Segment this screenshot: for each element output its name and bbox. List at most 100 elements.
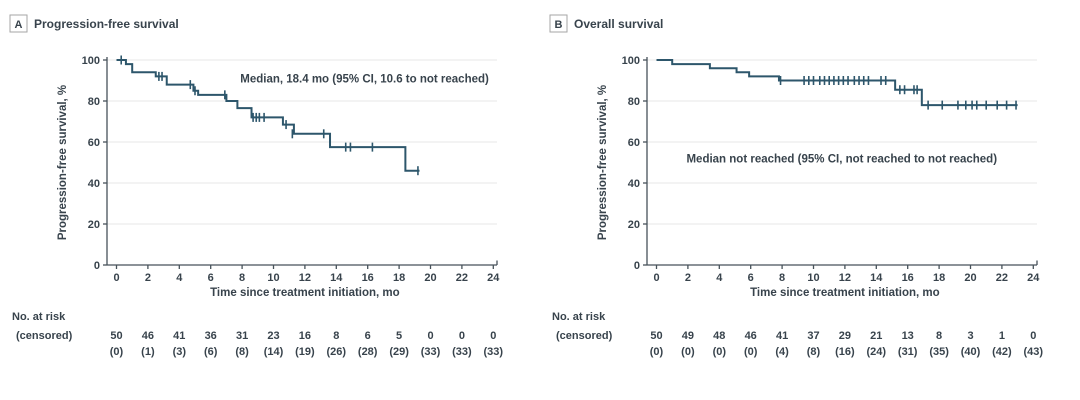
panel-title: Progression-free survival [34,17,179,31]
x-tick-label: 2 [145,272,151,284]
at-risk-value: 16 [299,330,311,342]
axes [103,57,498,269]
censor-marks [120,55,419,176]
censored-value: (28) [358,346,378,358]
y-tick-label: 40 [628,178,640,190]
x-tick-label: 10 [807,272,819,284]
at-risk-value: 6 [365,330,371,342]
gridlines [107,59,497,225]
y-tick-label: 20 [628,219,640,231]
censored-value: (14) [264,346,284,358]
y-tick-label: 0 [634,260,640,272]
panel-label-letter: B [555,19,563,31]
x-tick-label: 6 [748,272,754,284]
at-risk-value: 8 [936,330,942,342]
risk-table: No. at risk(censored) 50(0)46(1)41(3)36(6… [12,311,503,358]
x-tick-label: 0 [653,272,659,284]
y-tick-label: 80 [628,96,640,108]
x-tick-label: 24 [487,272,500,284]
at-risk-value: 41 [776,330,788,342]
censored-value: (33) [484,346,504,358]
censored-value: (0) [713,346,727,358]
x-tick-label: 10 [267,272,279,284]
x-tick-label: 14 [330,272,343,284]
x-tick-label: 12 [299,272,311,284]
x-axis-title: Time since treatment initiation, mo [750,287,940,299]
x-tick-label: 18 [393,272,405,284]
censored-value: (0) [744,346,758,358]
censored-value: (24) [867,346,887,358]
x-tick-label: 8 [239,272,245,284]
y-tick-label: 0 [94,260,100,272]
risk-table-subheader: (censored) [16,330,73,342]
censored-value: (33) [452,346,472,358]
x-tick-label: 16 [362,272,374,284]
x-tick-label: 4 [176,272,183,284]
at-risk-value: 49 [682,330,694,342]
censored-value: (42) [992,346,1012,358]
at-risk-value: 46 [142,330,154,342]
risk-table-subheader: (censored) [556,330,613,342]
x-tick-label: 4 [716,272,723,284]
censored-value: (43) [1024,346,1044,358]
censored-value: (40) [961,346,981,358]
gridlines [647,59,1037,225]
censored-value: (8) [235,346,249,358]
y-tick-label: 20 [88,219,100,231]
at-risk-value: 46 [745,330,757,342]
x-tick-label: 20 [964,272,976,284]
censored-value: (19) [295,346,315,358]
at-risk-value: 41 [173,330,185,342]
at-risk-value: 0 [490,330,496,342]
censored-value: (33) [421,346,441,358]
censored-value: (6) [204,346,218,358]
censor-marks [779,76,1017,110]
x-tick-label: 20 [424,272,436,284]
x-tick-label: 18 [933,272,945,284]
at-risk-value: 1 [999,330,1005,342]
at-risk-value: 13 [902,330,914,342]
at-risk-value: 0 [427,330,433,342]
at-risk-value: 23 [267,330,279,342]
censored-value: (0) [650,346,664,358]
median-annotation: Median, 18.4 mo (95% CI, 10.6 to not rea… [240,74,489,86]
censored-value: (16) [835,346,855,358]
censored-value: (8) [807,346,821,358]
at-risk-value: 31 [236,330,248,342]
y-axis-title: Progression-free survival, % [597,85,609,240]
risk-table: No. at risk (censored) 50 (0) 49 (0) 48 (0) 46 (0… [552,311,1043,358]
at-risk-value: 3 [967,330,973,342]
x-axis-title: Time since treatment initiation, mo [210,287,400,299]
x-tick-label: 14 [870,272,883,284]
x-tick-label: 22 [996,272,1008,284]
panel-label-letter: A [15,19,23,31]
median-annotation: Median not reached (95% CI, not reached … [686,154,997,166]
censored-value: (4) [775,346,789,358]
x-tick-label: 6 [208,272,214,284]
censored-value: (35) [929,346,949,358]
risk-table-header: No. at risk [552,311,606,323]
at-risk-value: 8 [333,330,339,342]
x-tick-label: 2 [685,272,691,284]
x-tick-label: 0 [113,272,119,284]
x-tick-label: 16 [902,272,914,284]
at-risk-value: 21 [870,330,882,342]
at-risk-value: 0 [1030,330,1036,342]
panel-label-box [9,14,28,33]
y-tick-label: 80 [88,96,100,108]
censored-value: (31) [898,346,918,358]
x-tick-label: 8 [779,272,785,284]
y-tick-label: 60 [628,137,640,149]
at-risk-value: 5 [396,330,402,342]
at-risk-value: 50 [650,330,662,342]
panel-title: Overall survival [574,17,663,31]
axes [643,57,1038,269]
risk-table-header: No. at risk [12,311,66,323]
y-tick-label: 100 [622,55,640,67]
at-risk-value: 0 [459,330,465,342]
censored-value: (1) [141,346,155,358]
y-tick-label: 40 [88,178,100,190]
x-tick-label: 22 [456,272,468,284]
